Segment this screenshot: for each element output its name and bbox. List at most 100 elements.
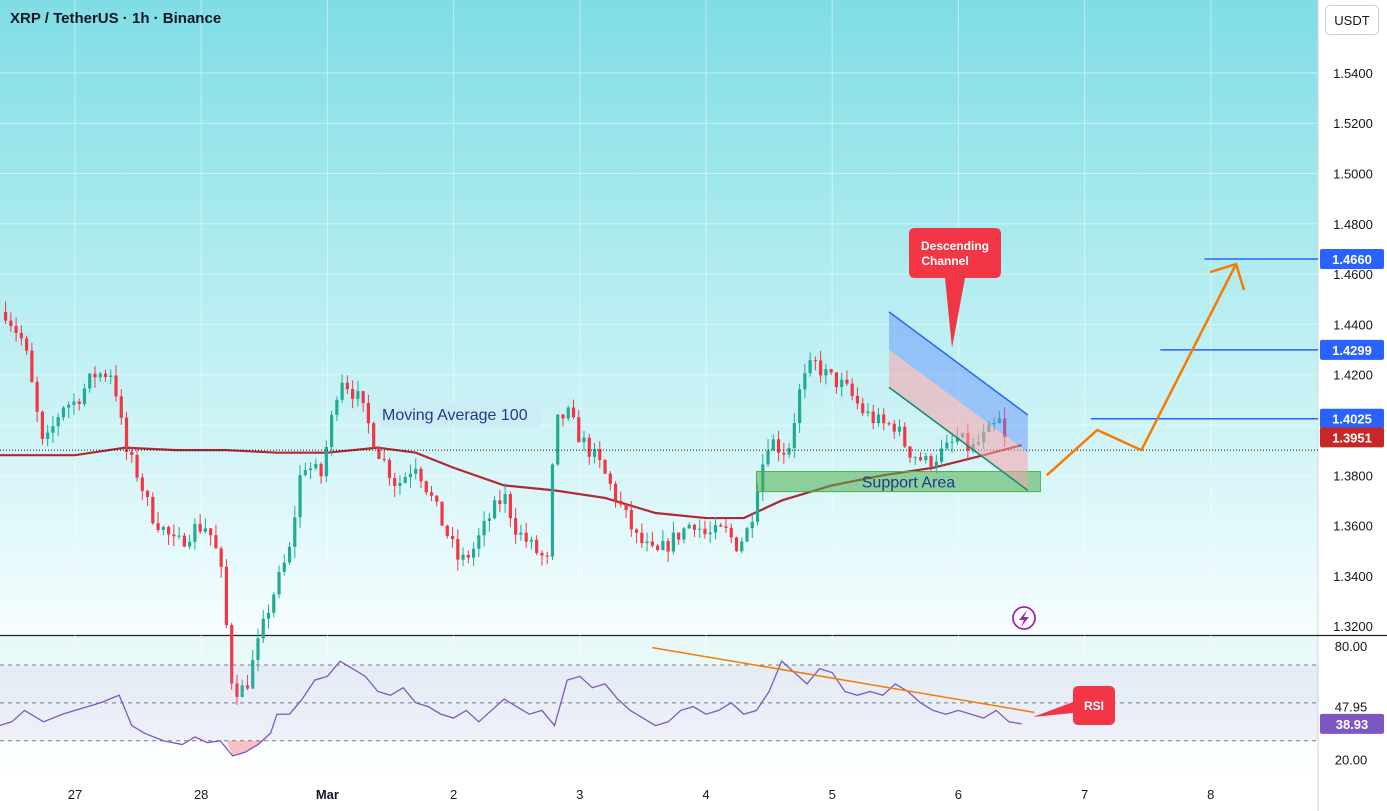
candle-body bbox=[293, 517, 297, 547]
candle-body bbox=[224, 566, 229, 626]
candle-body bbox=[9, 320, 13, 327]
candle-body bbox=[398, 482, 402, 486]
candle-body bbox=[461, 554, 465, 560]
time-tick-label: 27 bbox=[68, 787, 82, 802]
candle-body bbox=[382, 459, 386, 461]
candle-body bbox=[508, 494, 512, 519]
candle-body bbox=[203, 528, 208, 532]
candle-body bbox=[19, 333, 23, 339]
candle-body bbox=[356, 391, 360, 399]
candle-body bbox=[692, 524, 697, 530]
price-tag bbox=[1320, 339, 1384, 360]
candle-body bbox=[46, 432, 50, 439]
candle-body bbox=[819, 360, 823, 376]
moving-average-label: Moving Average 100 bbox=[382, 407, 528, 424]
candle-body bbox=[56, 417, 60, 427]
candle-body bbox=[351, 389, 355, 399]
labels-layer: 1.4660 1.4299 1.4025 1.3951 38.93 bbox=[1320, 249, 1384, 734]
candle-body bbox=[135, 454, 139, 478]
candle-body bbox=[429, 492, 434, 496]
symbol-title[interactable]: XRP / TetherUS · 1h · Binance bbox=[10, 10, 222, 27]
projection-path bbox=[1045, 263, 1238, 477]
candle-body bbox=[577, 417, 581, 443]
candle-body bbox=[519, 532, 523, 535]
candle-body bbox=[188, 541, 192, 547]
candle-body bbox=[25, 338, 29, 351]
price-tick-label: 1.5400 bbox=[1333, 66, 1373, 81]
candle-body bbox=[566, 407, 570, 419]
candle-body bbox=[698, 528, 702, 530]
candle-body bbox=[51, 426, 55, 433]
candle-body bbox=[876, 414, 881, 424]
time-tick-label: 28 bbox=[194, 787, 208, 802]
rsi-line bbox=[0, 660, 1022, 757]
candle-body bbox=[724, 526, 728, 528]
candle-body bbox=[540, 552, 544, 556]
candle-body bbox=[209, 528, 213, 536]
candle-body bbox=[745, 528, 749, 542]
candle-body bbox=[282, 562, 286, 572]
lightning-bolt-glyph bbox=[1019, 610, 1029, 627]
candle-body bbox=[824, 369, 828, 376]
rsi-divergence-line bbox=[652, 646, 1035, 714]
candle-body bbox=[487, 518, 491, 521]
candle-body bbox=[755, 491, 760, 522]
candle-body bbox=[161, 527, 165, 530]
candle-body bbox=[650, 541, 654, 546]
candle-body bbox=[582, 437, 586, 443]
candle-body bbox=[808, 360, 812, 374]
candle-body bbox=[661, 541, 665, 550]
candle-body bbox=[945, 442, 949, 449]
candle-body bbox=[882, 414, 886, 424]
candle-body bbox=[219, 548, 223, 567]
candle-body bbox=[82, 388, 87, 404]
support-area-label: Support Area bbox=[862, 475, 956, 492]
candle-body bbox=[93, 373, 97, 378]
candle-body bbox=[3, 311, 8, 321]
candle-body bbox=[72, 401, 76, 405]
candle-body bbox=[151, 496, 155, 524]
price-tick-label: 1.3800 bbox=[1333, 468, 1373, 483]
candle-body bbox=[261, 618, 265, 639]
candle-body bbox=[740, 541, 744, 552]
candle-body bbox=[529, 539, 534, 542]
candle-body bbox=[750, 521, 754, 529]
candle-body bbox=[456, 538, 460, 560]
candle-body bbox=[240, 685, 244, 697]
rsi-callout bbox=[1033, 686, 1115, 725]
price-tick-label: 1.5200 bbox=[1333, 116, 1373, 131]
price-tick-label: 1.4400 bbox=[1333, 317, 1373, 332]
candle-body bbox=[77, 401, 81, 404]
candle-body bbox=[682, 528, 686, 540]
price-axis-area[interactable] bbox=[1318, 0, 1387, 811]
candle-body bbox=[592, 449, 597, 457]
candle-body bbox=[713, 525, 718, 533]
candle-body bbox=[419, 468, 423, 482]
time-axis-area[interactable] bbox=[0, 780, 1318, 811]
candle-body bbox=[266, 612, 271, 619]
candle-body bbox=[829, 369, 833, 373]
candle-body bbox=[103, 373, 108, 377]
candle-body bbox=[272, 594, 276, 613]
candle-body bbox=[666, 541, 670, 552]
price-pane-background[interactable] bbox=[0, 0, 1318, 635]
candle-body bbox=[466, 554, 470, 558]
support-area-zone bbox=[755, 471, 1041, 493]
candle-body bbox=[393, 478, 397, 486]
time-tick-label: 2 bbox=[450, 787, 457, 802]
candle-body bbox=[934, 461, 938, 467]
candle-body bbox=[687, 524, 691, 529]
candle-body bbox=[198, 523, 202, 532]
price-tick-label: 1.4200 bbox=[1333, 368, 1373, 383]
candle-body bbox=[445, 525, 449, 536]
time-tick-label: 7 bbox=[1081, 787, 1088, 802]
candle-body bbox=[493, 500, 497, 519]
currency-button[interactable]: USDT bbox=[1325, 5, 1379, 35]
candle-body bbox=[545, 555, 549, 557]
candle-body bbox=[387, 460, 392, 479]
time-tick-label: 4 bbox=[702, 787, 709, 802]
candle-body bbox=[119, 396, 123, 418]
candle-body bbox=[172, 534, 176, 537]
callout-text-line1: Descending bbox=[921, 239, 989, 253]
